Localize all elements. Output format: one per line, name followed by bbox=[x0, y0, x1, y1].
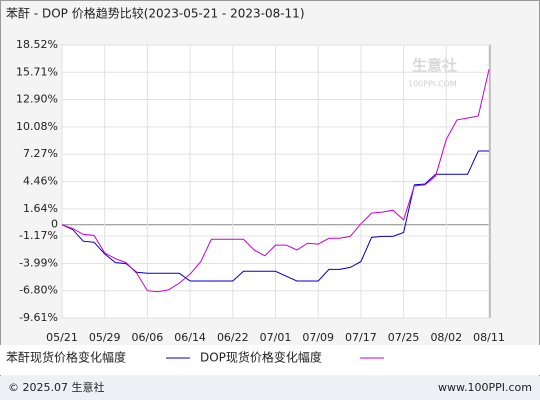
x-tick-label: 05/21 bbox=[46, 331, 78, 344]
watermark-url: 100PPI.COM bbox=[408, 80, 457, 89]
legend-label: 苯酐现货价格变化幅度 bbox=[6, 350, 126, 365]
y-tick-label: -9.61% bbox=[19, 311, 58, 324]
y-tick-label: 10.08% bbox=[16, 120, 58, 133]
chart-title: 苯酐 - DOP 价格趋势比较(2023-05-21 - 2023-08-11) bbox=[6, 6, 305, 21]
x-tick-label: 06/22 bbox=[217, 331, 249, 344]
y-tick-label: 12.90% bbox=[16, 93, 58, 106]
x-tick-label: 08/11 bbox=[473, 331, 505, 344]
x-tick-label: 06/06 bbox=[132, 331, 164, 344]
watermark-name: 生意社 bbox=[412, 57, 457, 75]
y-tick-label: -6.80% bbox=[19, 284, 58, 297]
footer-right: www.100PPI.com bbox=[438, 381, 532, 394]
x-tick-label: 05/29 bbox=[89, 331, 121, 344]
x-tick-label: 07/01 bbox=[260, 331, 292, 344]
y-tick-label: 0 bbox=[51, 218, 58, 231]
x-tick-label: 07/25 bbox=[388, 331, 420, 344]
x-tick-label: 06/14 bbox=[174, 331, 206, 344]
y-tick-label: 1.64% bbox=[23, 202, 58, 215]
footer-area bbox=[0, 376, 540, 400]
legend-label: DOP现货价格变化幅度 bbox=[200, 350, 322, 365]
legend-area bbox=[0, 345, 540, 375]
y-tick-label: 18.52% bbox=[16, 38, 58, 51]
y-tick-label: 4.46% bbox=[23, 174, 58, 187]
x-tick-label: 08/02 bbox=[430, 331, 462, 344]
x-tick-label: 07/09 bbox=[302, 331, 334, 344]
x-tick-label: 07/17 bbox=[345, 331, 377, 344]
y-tick-label: -3.99% bbox=[19, 256, 58, 269]
y-tick-label: 7.27% bbox=[23, 147, 58, 160]
y-tick-label: 15.71% bbox=[16, 65, 58, 78]
series-line bbox=[61, 69, 490, 293]
y-tick-label: -1.17% bbox=[19, 229, 58, 242]
footer-left: © 2025.07 生意社 bbox=[8, 380, 104, 394]
